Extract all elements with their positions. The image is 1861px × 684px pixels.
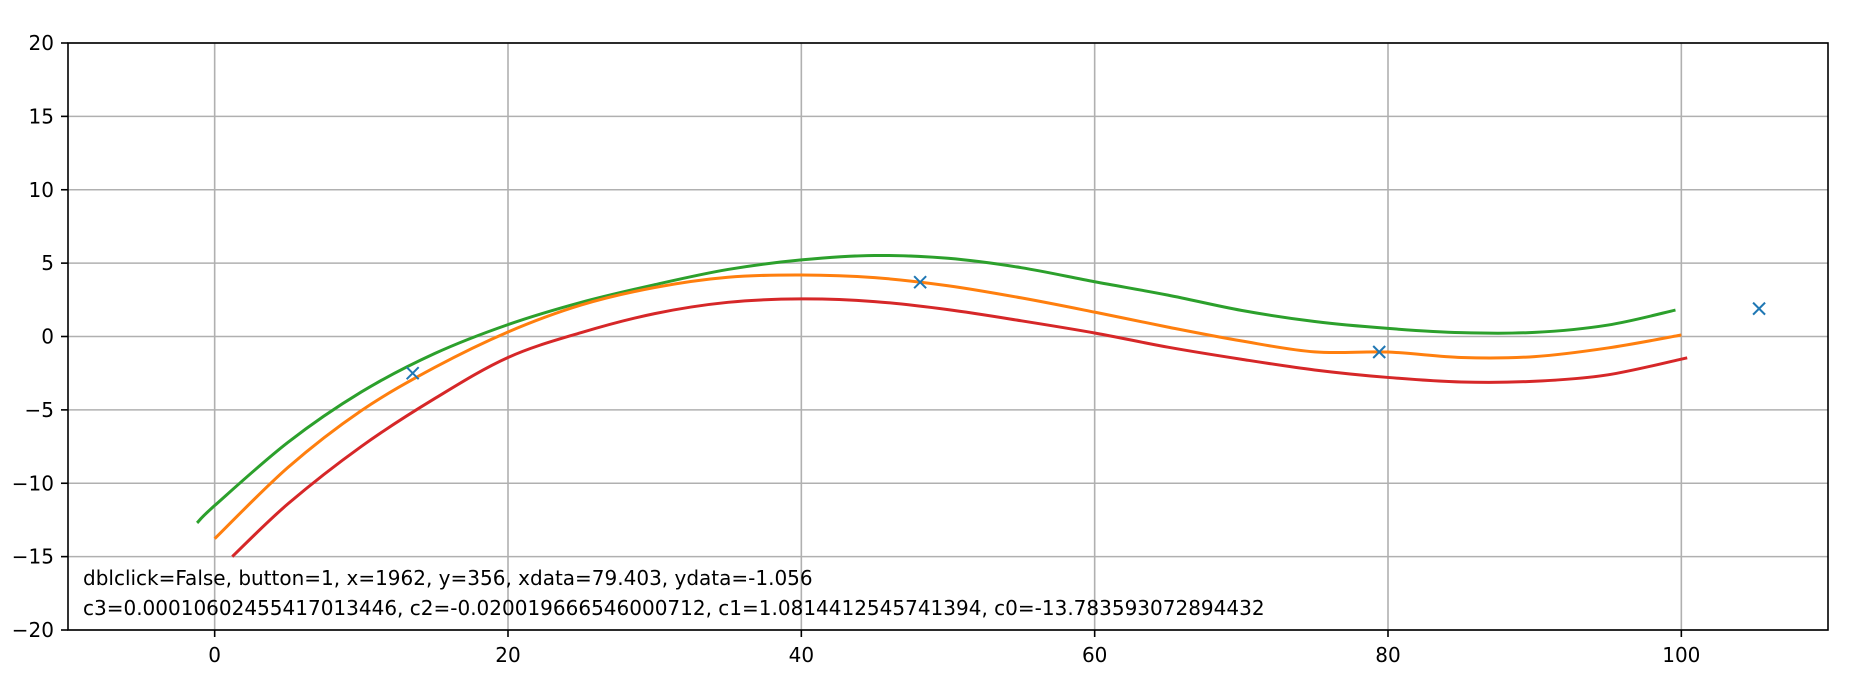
y-tick-label-7: 15 <box>29 104 54 128</box>
x-tick-label-4: 80 <box>1375 643 1400 667</box>
y-tick-label-5: 5 <box>41 251 54 275</box>
marker-layer <box>405 275 1766 380</box>
x-tick-label-0: 0 <box>208 643 221 667</box>
y-tick-label-1: −15 <box>12 545 54 569</box>
data-point-marker-2 <box>1372 345 1386 359</box>
y-tick-label-6: 10 <box>29 178 54 202</box>
series-line-green <box>195 253 1676 524</box>
y-tick-label-8: 20 <box>29 31 54 55</box>
data-point-marker-3 <box>1752 301 1766 316</box>
series-line-red <box>231 297 1688 558</box>
axis-ticks: 0 20 40 60 80 100 −20 −15 −10 −5 0 5 10 15 20 <box>12 31 1701 667</box>
y-tick-label-4: 0 <box>41 325 54 349</box>
y-tick-label-0: −20 <box>12 618 54 642</box>
x-tick-label-2: 40 <box>789 643 814 667</box>
marker-stroke <box>1372 345 1386 359</box>
marker-stroke <box>405 366 420 380</box>
x-tick-label-5: 100 <box>1662 643 1700 667</box>
series-line-orange <box>213 273 1682 540</box>
y-tick-label-2: −10 <box>12 471 54 495</box>
series-layer <box>195 253 1688 558</box>
y-tick-label-3: −5 <box>25 398 54 422</box>
annotation-line-2: c3=0.00010602455417013446, c2=-0.0200196… <box>83 596 1265 620</box>
marker-stroke <box>913 275 927 289</box>
x-tick-label-3: 60 <box>1082 643 1107 667</box>
data-point-marker-0 <box>405 366 420 380</box>
marker-stroke <box>1752 301 1766 316</box>
x-tick-label-1: 20 <box>495 643 520 667</box>
annotation-line-1: dblclick=False, button=1, x=1962, y=356,… <box>83 566 813 590</box>
data-point-marker-1 <box>913 275 927 289</box>
